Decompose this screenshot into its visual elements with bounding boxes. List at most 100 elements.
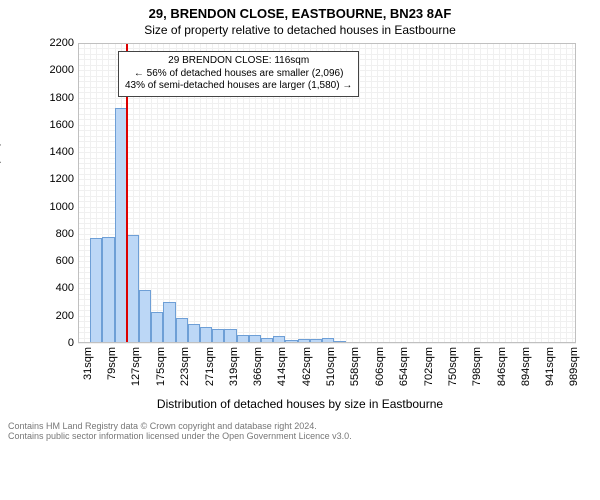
x-tick-label: 79sqm: [106, 347, 118, 380]
x-tick-label: 31sqm: [82, 347, 94, 380]
annotation-box: 29 BRENDON CLOSE: 116sqm← 56% of detache…: [118, 51, 359, 97]
y-tick-label: 1200: [50, 173, 78, 185]
y-tick-label: 1600: [50, 119, 78, 131]
footer-line-1: Contains HM Land Registry data © Crown c…: [8, 421, 592, 431]
chart-title: 29, BRENDON CLOSE, EASTBOURNE, BN23 8AF: [0, 6, 600, 21]
y-axis-label: Number of detached properties: [0, 110, 1, 275]
grid-h-minor: [78, 207, 576, 208]
grid-v-minor: [413, 43, 414, 343]
grid-v-minor: [499, 43, 500, 343]
histogram-bar: [237, 335, 249, 343]
grid-h-minor: [78, 288, 576, 289]
grid-h-minor: [78, 299, 576, 300]
x-tick-label: 414sqm: [276, 347, 288, 386]
grid-h-minor: [78, 228, 576, 229]
grid-v-minor: [560, 43, 561, 343]
x-tick-label: 127sqm: [130, 347, 142, 386]
grid-h-minor: [78, 294, 576, 295]
grid-v-minor: [529, 43, 530, 343]
grid-v-minor: [493, 43, 494, 343]
grid-v-minor: [419, 43, 420, 343]
grid-v-minor: [444, 43, 445, 343]
grid-h-minor: [78, 136, 576, 137]
grid-h-minor: [78, 272, 576, 273]
x-tick-label: 510sqm: [325, 347, 337, 386]
histogram-bar: [249, 335, 261, 343]
grid-v-minor: [365, 43, 366, 343]
grid-h-minor: [78, 43, 576, 44]
x-tick-label: 319sqm: [228, 347, 240, 386]
y-tick-label: 1000: [50, 201, 78, 213]
x-tick-label: 702sqm: [423, 347, 435, 386]
y-tick-label: 200: [56, 310, 78, 322]
histogram-bar: [322, 338, 334, 343]
grid-v-minor: [462, 43, 463, 343]
histogram-bar: [212, 329, 224, 343]
grid-h-minor: [78, 267, 576, 268]
plot-area: 0200400600800100012001400160018002000220…: [78, 43, 576, 343]
grid-h-minor: [78, 278, 576, 279]
x-tick-label: 894sqm: [520, 347, 532, 386]
grid-h-minor: [78, 305, 576, 306]
grid-v-minor: [474, 43, 475, 343]
grid-v-minor: [456, 43, 457, 343]
grid-v-minor: [511, 43, 512, 343]
x-axis-label: Distribution of detached houses by size …: [0, 397, 600, 411]
histogram-bar: [224, 329, 236, 343]
chart-area: Number of detached properties 0200400600…: [24, 43, 576, 343]
grid-h-minor: [78, 201, 576, 202]
histogram-bar: [90, 238, 102, 343]
grid-v-minor: [548, 43, 549, 343]
x-tick-label: 175sqm: [155, 347, 167, 386]
grid-v-minor: [523, 43, 524, 343]
grid-v-minor: [468, 43, 469, 343]
grid-h-minor: [78, 179, 576, 180]
annotation-line: 43% of semi-detached houses are larger (…: [125, 80, 352, 93]
grid-h-minor: [78, 256, 576, 257]
x-tick-label: 989sqm: [568, 347, 580, 386]
grid-h-minor: [78, 103, 576, 104]
grid-h-minor: [78, 174, 576, 175]
grid-v-minor: [535, 43, 536, 343]
x-tick-label: 941sqm: [544, 347, 556, 386]
grid-h-minor: [78, 234, 576, 235]
grid-h-minor: [78, 245, 576, 246]
histogram-bar: [151, 312, 163, 343]
grid-v-minor: [505, 43, 506, 343]
y-tick-label: 1400: [50, 146, 78, 158]
x-tick-label: 558sqm: [349, 347, 361, 386]
grid-v-minor: [371, 43, 372, 343]
grid-h-minor: [78, 114, 576, 115]
y-tick-label: 600: [56, 255, 78, 267]
histogram-bar: [298, 339, 310, 343]
grid-v-minor: [389, 43, 390, 343]
histogram-bar: [163, 302, 175, 343]
x-tick-label: 798sqm: [471, 347, 483, 386]
x-tick-label: 223sqm: [179, 347, 191, 386]
x-tick-label: 654sqm: [398, 347, 410, 386]
grid-h-minor: [78, 212, 576, 213]
grid-v-minor: [432, 43, 433, 343]
grid-h-minor: [78, 283, 576, 284]
grid-h-minor: [78, 158, 576, 159]
y-tick-label: 2000: [50, 64, 78, 76]
grid-v-minor: [517, 43, 518, 343]
x-tick-label: 750sqm: [447, 347, 459, 386]
grid-v-minor: [383, 43, 384, 343]
grid-h-minor: [78, 130, 576, 131]
footer-line-2: Contains public sector information licen…: [8, 431, 592, 441]
histogram-bar: [127, 235, 139, 343]
y-tick-label: 2200: [50, 37, 78, 49]
grid-v-minor: [566, 43, 567, 343]
grid-v-minor: [426, 43, 427, 343]
grid-h-minor: [78, 196, 576, 197]
grid-v-minor: [401, 43, 402, 343]
grid-v-minor: [438, 43, 439, 343]
grid-v-minor: [487, 43, 488, 343]
grid-h-minor: [78, 185, 576, 186]
histogram-bar: [261, 338, 273, 343]
attribution-footer: Contains HM Land Registry data © Crown c…: [0, 421, 600, 442]
annotation-line: ← 56% of detached houses are smaller (2,…: [125, 68, 352, 81]
grid-h-minor: [78, 261, 576, 262]
y-tick-label: 800: [56, 228, 78, 240]
